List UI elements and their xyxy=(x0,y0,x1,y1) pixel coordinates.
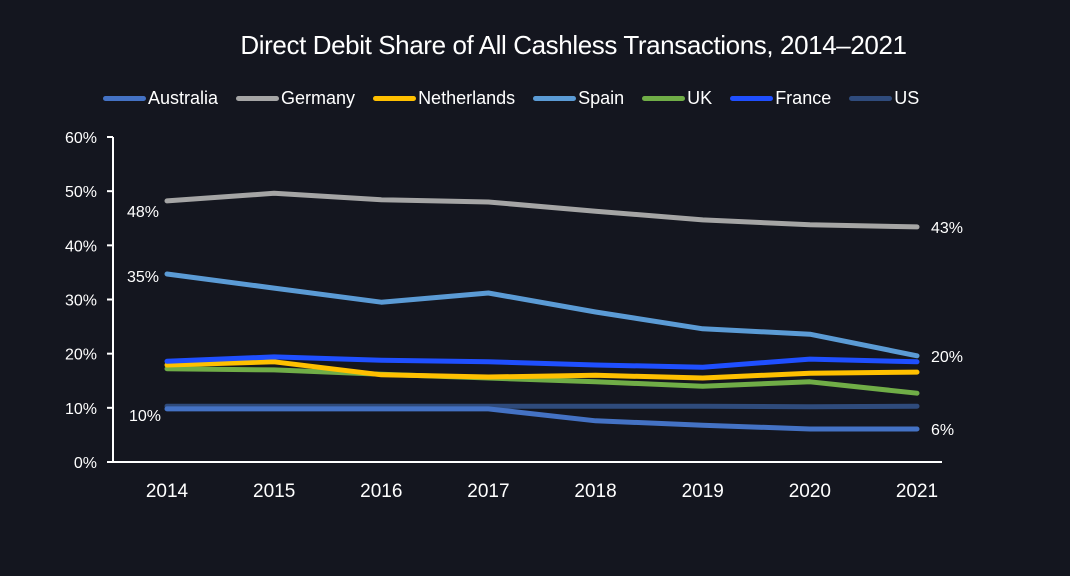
series-lines xyxy=(164,190,920,432)
legend-label: UK xyxy=(687,87,713,108)
legend-item-australia[interactable]: Australia xyxy=(103,88,218,109)
legend-swatch xyxy=(849,95,893,101)
legend: Australia Germany Netherlands Spain UK France… xyxy=(103,86,937,110)
x-tick-label: 2020 xyxy=(789,481,831,502)
y-tick-label: 50% xyxy=(65,184,97,201)
legend-label: Netherlands xyxy=(418,87,516,108)
data-label-australia-2014: 10% xyxy=(129,408,161,425)
legend-item-france[interactable]: France xyxy=(730,88,831,109)
series-line-australia xyxy=(164,406,920,432)
legend-swatch xyxy=(373,95,417,101)
series-line-netherlands xyxy=(164,359,920,381)
legend-item-us[interactable]: US xyxy=(849,88,919,109)
x-tick-label: 2019 xyxy=(682,481,724,502)
legend-label: US xyxy=(894,87,920,108)
legend-item-uk[interactable]: UK xyxy=(642,88,712,109)
series-line-france xyxy=(164,354,920,370)
x-tick-label: 2016 xyxy=(360,481,402,502)
data-label-germany-2014: 48% xyxy=(127,204,159,221)
x-tick-label: 2014 xyxy=(146,481,189,502)
legend-label: Spain xyxy=(578,87,625,108)
data-label-spain-2021: 20% xyxy=(931,349,963,366)
data-label-germany-2021: 43% xyxy=(931,220,963,237)
series-line-spain xyxy=(164,271,920,359)
legend-label: Germany xyxy=(281,87,356,108)
x-tick-label: 2021 xyxy=(896,481,938,502)
legend-swatch xyxy=(642,95,686,101)
series-line-us xyxy=(164,403,920,410)
legend-swatch xyxy=(730,95,774,101)
chart-title: Direct Debit Share of All Cashless Trans… xyxy=(240,30,907,60)
series-line-germany xyxy=(164,190,920,230)
y-tick-label: 10% xyxy=(65,401,97,418)
x-tick-label: 2018 xyxy=(574,481,616,502)
legend-swatch xyxy=(236,95,280,101)
data-label-australia-2021: 6% xyxy=(931,422,954,439)
x-tick-label: 2015 xyxy=(253,481,295,502)
legend-item-spain[interactable]: Spain xyxy=(533,88,624,109)
y-tick-label: 0% xyxy=(74,455,97,472)
x-tick-label: 2017 xyxy=(467,481,509,502)
series-line-uk xyxy=(164,366,920,396)
y-tick-label: 20% xyxy=(65,347,97,364)
legend-label: Australia xyxy=(148,87,219,108)
axes: 0% 10% 20% 30% 40% 50% 60% 2014 2015 2016 2017 2018… xyxy=(65,130,942,502)
legend-item-netherlands[interactable]: Netherlands xyxy=(373,88,515,109)
y-tick-label: 60% xyxy=(65,130,97,147)
legend-item-germany[interactable]: Germany xyxy=(236,88,355,109)
legend-label: France xyxy=(775,87,832,108)
y-tick-label: 30% xyxy=(65,293,97,310)
y-tick-label: 40% xyxy=(65,238,97,255)
legend-swatch xyxy=(103,95,146,101)
legend-swatch xyxy=(533,95,577,101)
data-label-spain-2014: 35% xyxy=(127,269,159,286)
annotations: 48% 35% 10% 43% 20% 6% xyxy=(127,204,963,439)
